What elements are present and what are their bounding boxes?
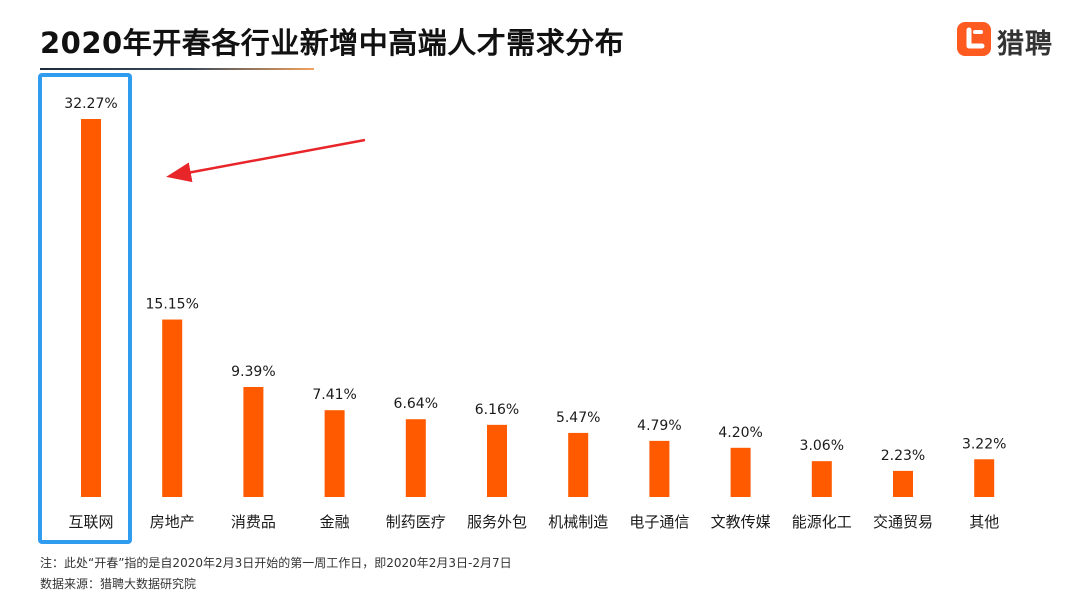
bar bbox=[405, 419, 426, 497]
x-tick-label: 能源化工 bbox=[792, 513, 852, 531]
liepin-logo-icon bbox=[957, 22, 991, 56]
pointer-arrow bbox=[166, 138, 366, 183]
data-label: 15.15% bbox=[146, 297, 199, 313]
data-label: 6.64% bbox=[394, 396, 438, 412]
bar bbox=[730, 447, 751, 497]
bar bbox=[649, 440, 670, 497]
x-tick-label: 交通贸易 bbox=[873, 513, 933, 531]
data-label: 32.27% bbox=[64, 96, 117, 112]
x-tick-label: 电子通信 bbox=[629, 513, 689, 531]
x-tick-label: 制药医疗 bbox=[386, 513, 446, 531]
x-tick-label: 其他 bbox=[969, 513, 999, 531]
data-label: 5.47% bbox=[556, 410, 600, 426]
x-tick-label: 消费品 bbox=[231, 513, 276, 531]
highlight-box bbox=[38, 73, 132, 544]
bar bbox=[974, 459, 995, 497]
x-tick-label: 互联网 bbox=[68, 513, 113, 531]
data-source: 数据来源：猎聘大数据研究院 bbox=[40, 577, 197, 591]
bar bbox=[243, 387, 264, 497]
data-label: 9.39% bbox=[231, 364, 275, 380]
data-label: 6.16% bbox=[475, 402, 519, 418]
x-tick-label: 服务外包 bbox=[467, 513, 527, 531]
logo-text: 猎聘 bbox=[997, 29, 1053, 60]
bar bbox=[568, 432, 589, 497]
bar bbox=[162, 319, 183, 497]
x-tick-label: 机械制造 bbox=[548, 513, 608, 531]
bar bbox=[81, 119, 101, 497]
x-tick-label: 金融 bbox=[320, 513, 350, 531]
x-tick-label: 文教传媒 bbox=[711, 513, 771, 531]
title-underline bbox=[40, 68, 314, 70]
bar bbox=[324, 410, 345, 497]
page-title: 2020年开春各行业新增中高端人才需求分布 bbox=[40, 26, 625, 60]
data-label: 7.41% bbox=[312, 387, 356, 403]
data-label: 3.22% bbox=[962, 436, 1006, 452]
bar bbox=[811, 461, 832, 497]
footnote: 注：此处“开春”指的是自2020年2月3日开始的第一周工作日，即2020年2月3… bbox=[40, 556, 512, 570]
x-tick-label: 房地产 bbox=[150, 513, 195, 531]
bar bbox=[487, 424, 507, 497]
data-label: 4.20% bbox=[718, 425, 762, 441]
bar bbox=[893, 470, 913, 497]
data-label: 3.06% bbox=[800, 438, 844, 454]
data-label: 2.23% bbox=[881, 448, 925, 464]
data-label: 4.79% bbox=[637, 418, 681, 434]
